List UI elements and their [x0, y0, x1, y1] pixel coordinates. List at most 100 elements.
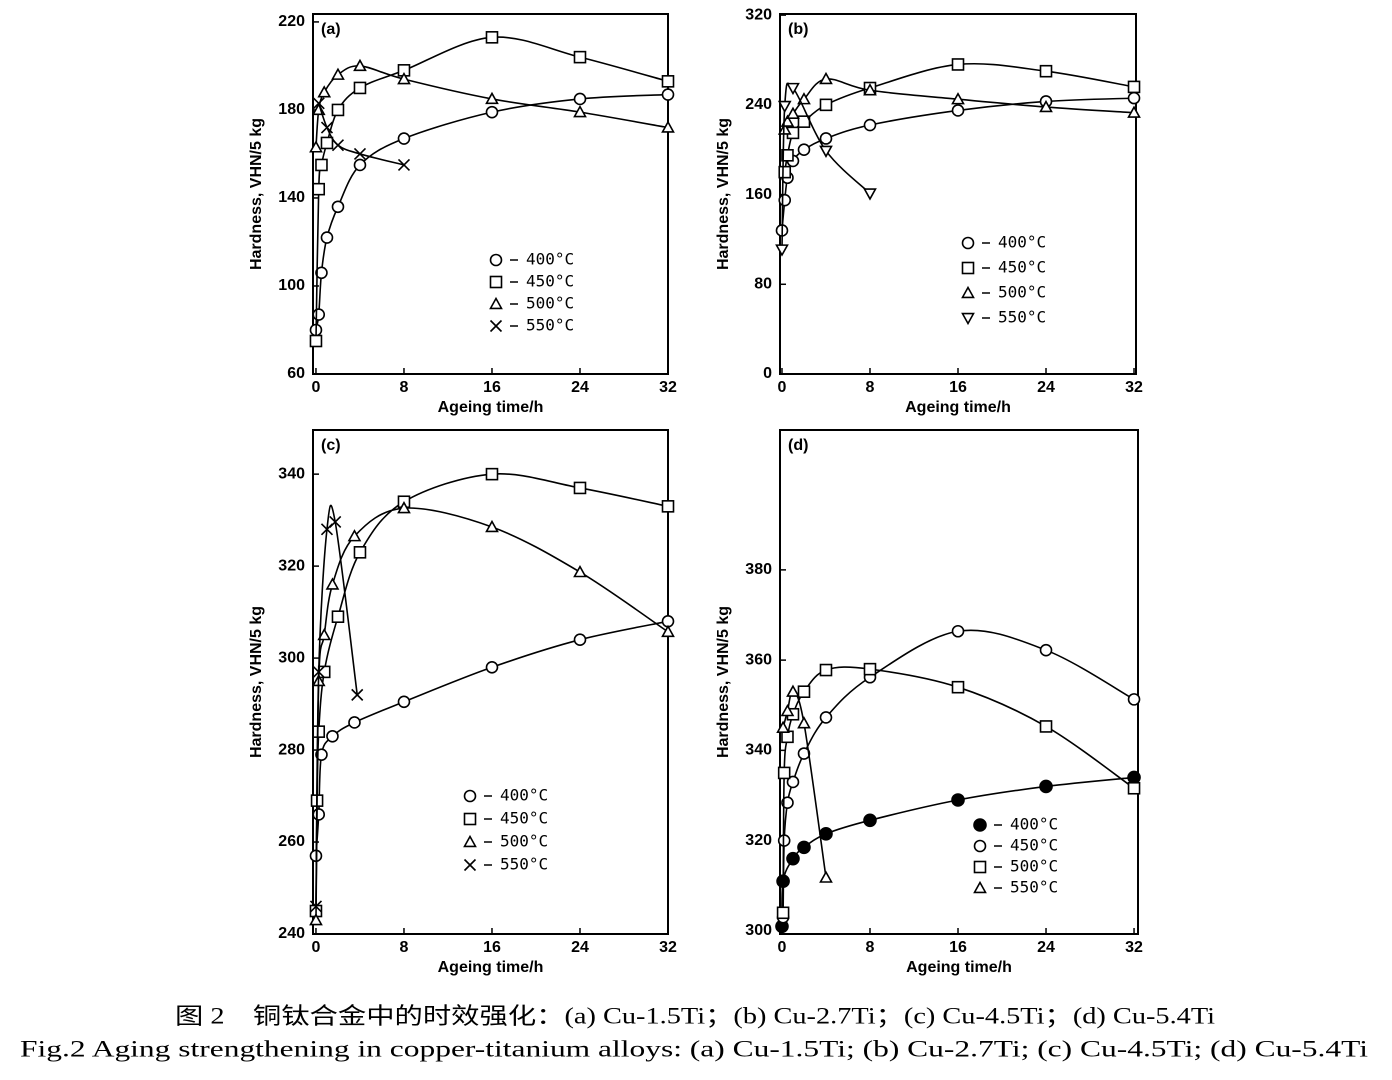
marker: [863, 813, 877, 828]
y-axis-label: Hardness, VHN/5 kg: [248, 606, 265, 758]
y-tick-label: 320: [745, 6, 772, 23]
marker: [819, 870, 833, 883]
x-tick-label: 0: [312, 379, 321, 396]
marker: [776, 906, 790, 920]
y-tick-label: 80: [754, 275, 772, 292]
legend-marker: [463, 789, 477, 803]
marker: [573, 633, 587, 646]
x-tick-label: 24: [1037, 939, 1055, 956]
panel-label: (c): [321, 437, 341, 454]
marker: [863, 83, 877, 96]
x-tick-label: 16: [949, 379, 967, 396]
marker: [397, 501, 411, 514]
marker: [1039, 643, 1053, 657]
legend-marker: [489, 275, 503, 289]
marker: [786, 851, 800, 866]
marker: [797, 143, 811, 157]
legend-marker: [489, 296, 503, 310]
marker: [1127, 781, 1141, 795]
marker: [819, 827, 833, 841]
marker: [781, 149, 794, 162]
legend-marker: [973, 860, 987, 874]
marker: [317, 627, 332, 641]
marker: [778, 165, 792, 179]
marker: [329, 515, 342, 529]
marker: [1127, 693, 1141, 706]
x-tick-label: 8: [866, 939, 875, 956]
legend-label: 500°C: [1010, 857, 1058, 876]
marker: [312, 97, 325, 110]
legend-marker: [973, 839, 987, 853]
marker: [331, 67, 345, 80]
y-tick-label: 360: [745, 651, 772, 668]
x-axis-label: Ageing time/h: [438, 959, 544, 976]
marker: [1127, 91, 1141, 105]
y-tick-label: 220: [278, 13, 305, 30]
legend-marker: [489, 253, 503, 267]
curve: [315, 36, 669, 342]
legend-label: 550°C: [1010, 878, 1058, 897]
marker: [312, 308, 326, 321]
marker: [331, 200, 345, 214]
curve: [315, 507, 669, 921]
marker: [819, 711, 833, 724]
y-tick-label: 340: [278, 465, 305, 482]
marker: [351, 688, 364, 701]
marker: [951, 624, 965, 638]
x-axis-label: Ageing time/h: [905, 399, 1011, 416]
marker: [777, 122, 792, 135]
curve: [782, 666, 1135, 913]
legend-label: 400°C: [500, 786, 548, 805]
y-tick-label: 320: [745, 832, 772, 849]
marker: [485, 467, 499, 481]
marker: [309, 334, 323, 348]
x-tick-label: 16: [483, 379, 501, 396]
marker: [353, 58, 367, 72]
marker: [951, 58, 965, 71]
marker: [317, 85, 332, 98]
marker: [573, 92, 587, 106]
x-tick-label: 24: [571, 939, 589, 956]
x-tick-label: 8: [866, 379, 875, 396]
x-tick-label: 24: [571, 379, 589, 396]
caption-zh: 图 2 铜钛合金中的时效强化：(a) Cu-1.5Ti；(b) Cu-2.7Ti…: [175, 1003, 1215, 1028]
y-tick-label: 240: [278, 925, 305, 942]
marker: [312, 725, 326, 738]
marker: [1039, 720, 1053, 733]
legend-marker: [961, 312, 975, 326]
curve: [315, 93, 669, 331]
marker: [331, 139, 345, 152]
marker: [951, 104, 965, 117]
marker: [325, 577, 340, 590]
curve: [315, 473, 669, 912]
legend-marker: [489, 319, 503, 333]
marker: [775, 244, 789, 257]
marker: [573, 481, 587, 495]
marker: [331, 103, 345, 117]
legend-label: 550°C: [998, 308, 1046, 327]
marker: [951, 793, 965, 807]
marker: [777, 100, 792, 114]
marker: [819, 663, 833, 677]
x-tick-label: 16: [483, 939, 501, 956]
y-tick-label: 180: [278, 101, 305, 118]
y-tick-label: 260: [278, 833, 305, 850]
y-tick-label: 100: [278, 277, 305, 294]
x-tick-label: 8: [400, 379, 409, 396]
y-tick-label: 60: [287, 365, 305, 382]
marker: [776, 720, 790, 733]
legend-marker: [973, 818, 987, 832]
y-tick-label: 320: [278, 557, 305, 574]
plot-frame: [779, 429, 1139, 935]
marker: [315, 158, 328, 172]
legend-label: 500°C: [500, 832, 548, 851]
marker: [786, 684, 800, 697]
curve: [315, 620, 669, 856]
marker: [312, 808, 326, 821]
marker: [786, 106, 800, 120]
curve: [782, 629, 1135, 918]
marker: [1039, 64, 1053, 78]
legend-label: 500°C: [526, 294, 574, 313]
x-tick-label: 32: [659, 939, 677, 956]
y-tick-label: 300: [745, 922, 772, 939]
